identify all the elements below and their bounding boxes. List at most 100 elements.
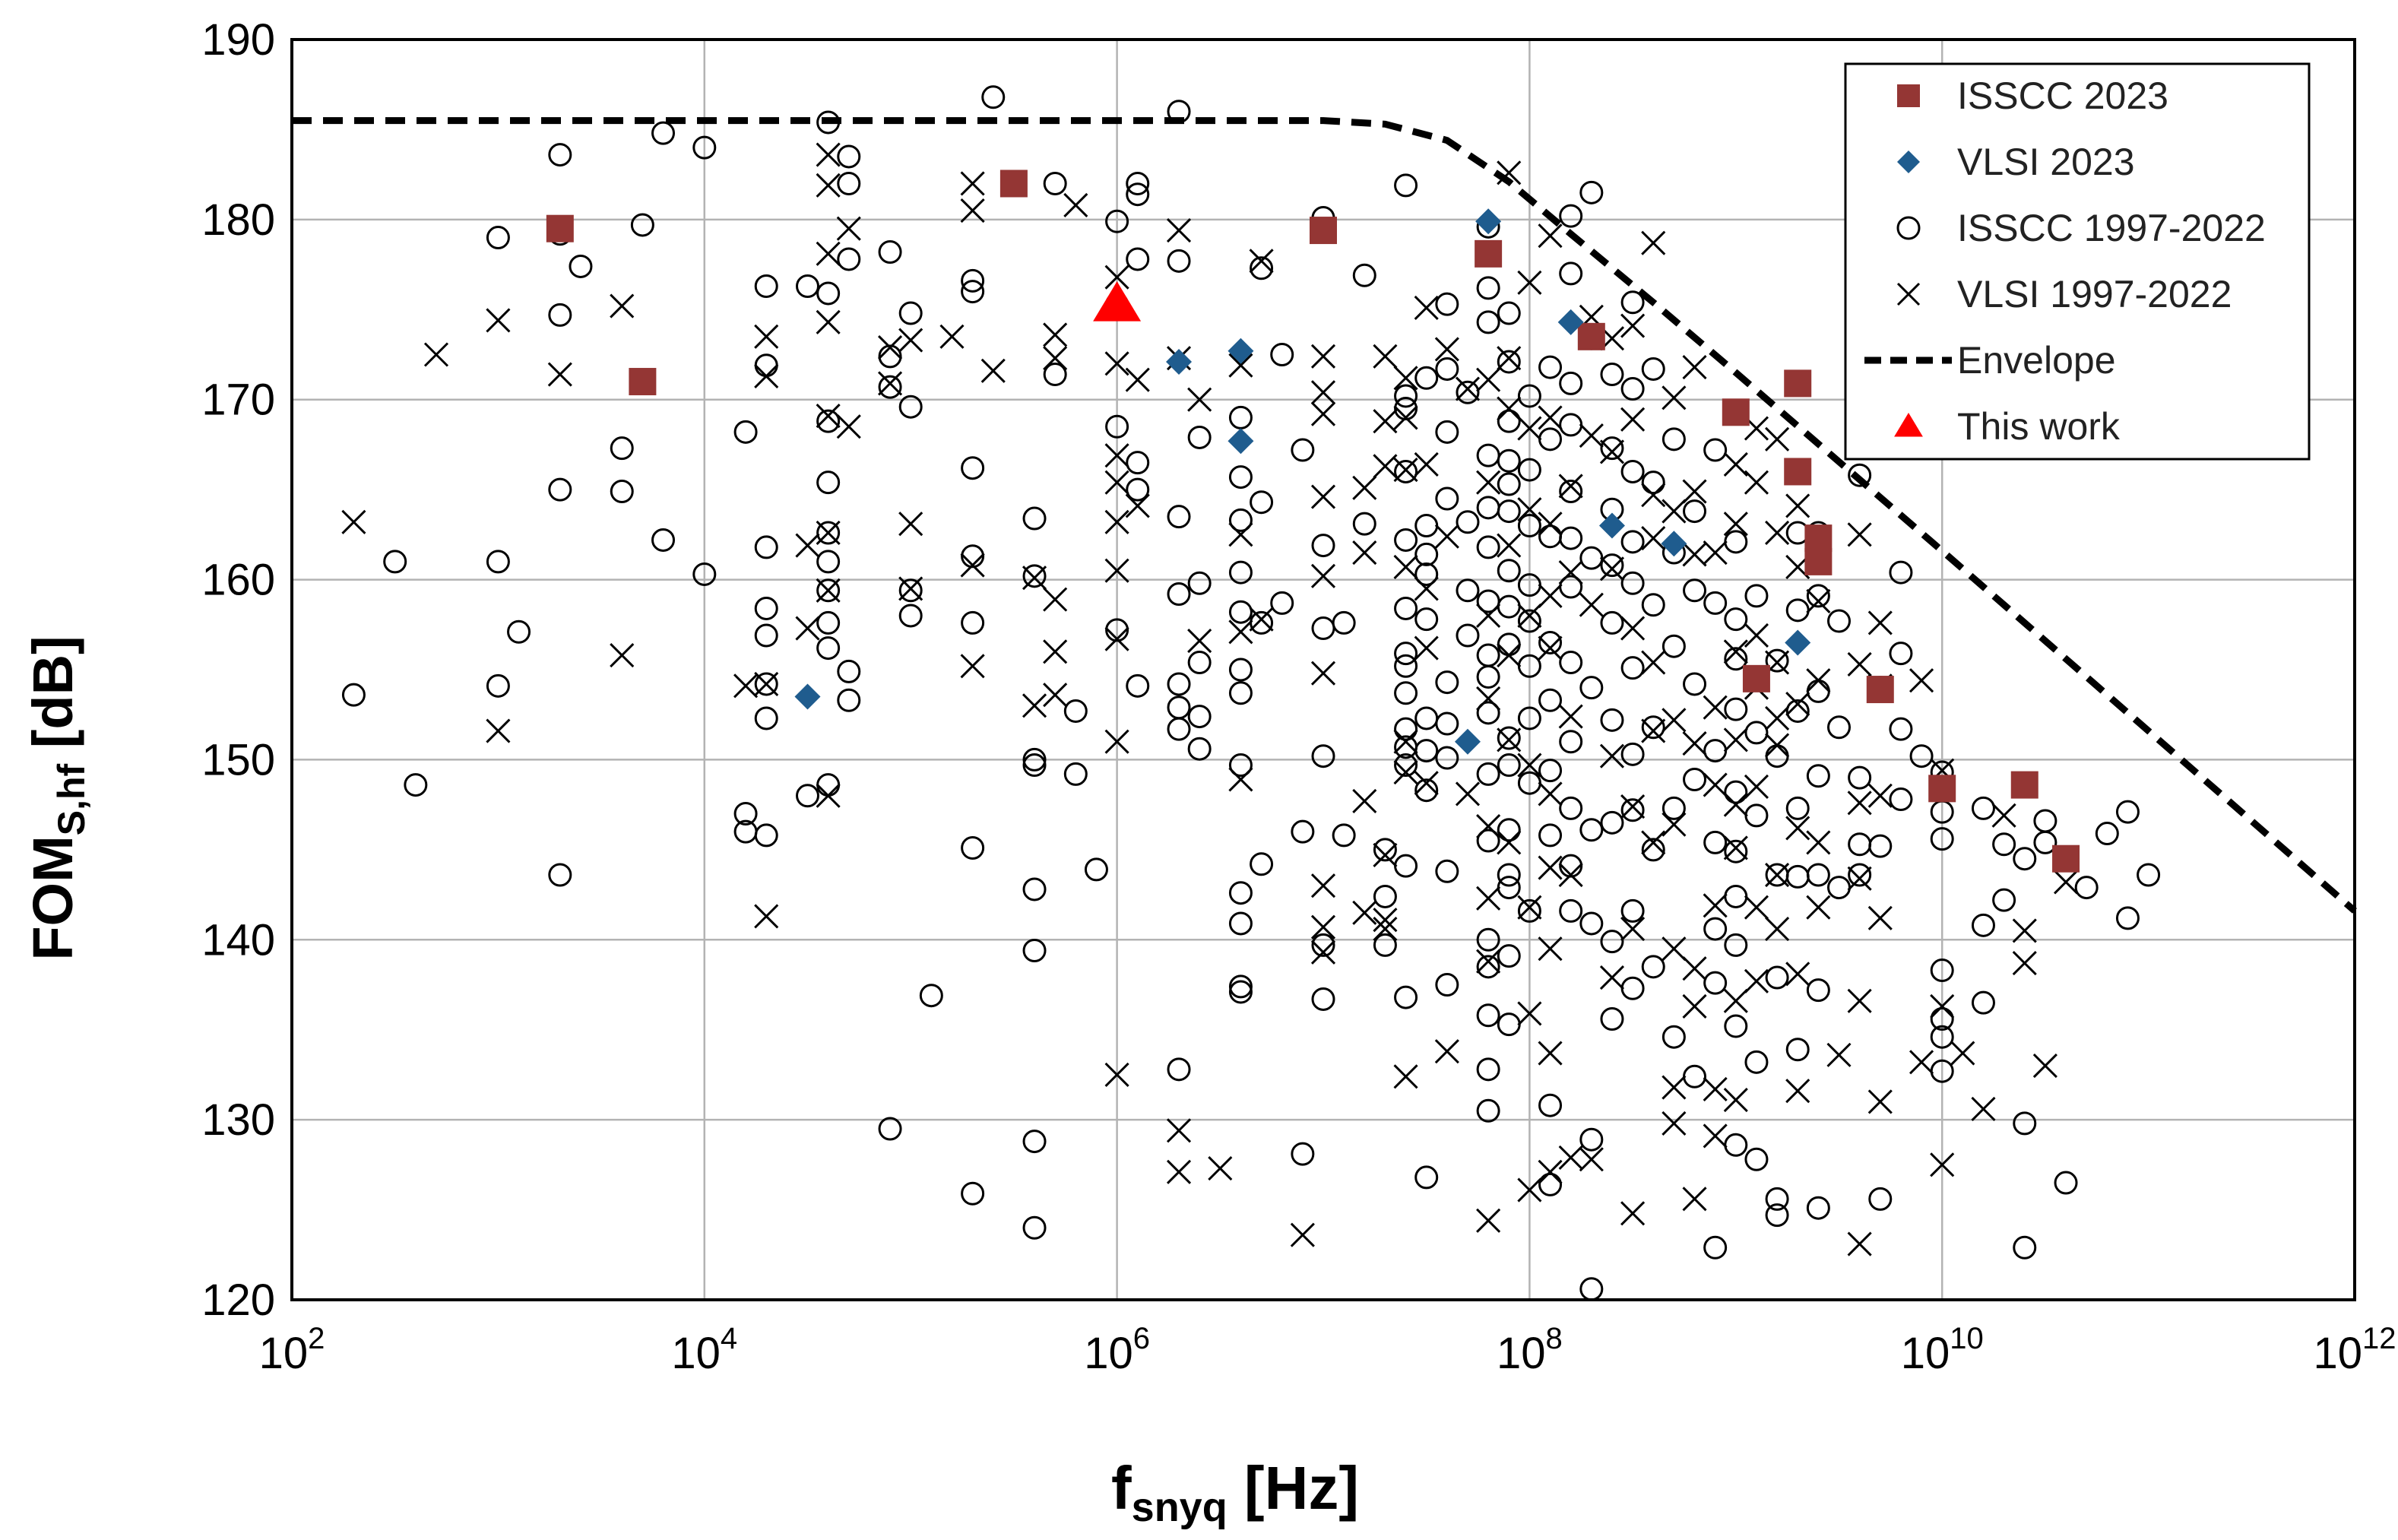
data-point — [1228, 353, 1253, 378]
x-tick-exponent: 8 — [1546, 1322, 1563, 1355]
data-point — [2012, 951, 2037, 976]
data-point — [1641, 650, 1666, 675]
data-point — [1394, 654, 1418, 678]
legend-label: This work — [1957, 405, 2121, 448]
data-point — [1373, 344, 1398, 369]
data-point — [1538, 1041, 1563, 1066]
data-point — [1022, 877, 1047, 902]
data-point — [1620, 656, 1645, 680]
data-point — [1971, 1096, 1996, 1121]
data-point — [692, 562, 717, 586]
data-point — [1620, 313, 1646, 338]
data-point — [1043, 683, 1068, 708]
data-point — [1724, 697, 1748, 721]
data-point — [1126, 451, 1150, 475]
data-point — [1084, 857, 1108, 882]
data-point — [1538, 1159, 1563, 1184]
y-tick-label: 150 — [201, 735, 275, 784]
data-point — [1724, 839, 1748, 863]
data-point — [1394, 384, 1418, 408]
data-point — [1827, 609, 1851, 633]
data-point — [1290, 1222, 1315, 1247]
data-point — [1641, 718, 1666, 743]
data-point — [1393, 405, 1418, 430]
data-point — [1228, 911, 1253, 936]
data-point — [1310, 914, 1336, 940]
y-tick-label: 170 — [201, 375, 275, 425]
data-point — [1373, 842, 1398, 868]
data-point — [1641, 593, 1665, 617]
data-point — [1228, 753, 1253, 778]
data-point — [816, 783, 841, 808]
data-point — [1497, 944, 1521, 968]
data-point — [1414, 607, 1439, 632]
data-point — [878, 1117, 902, 1141]
data-point — [1456, 623, 1480, 648]
data-point — [1661, 427, 1686, 452]
data-point — [1166, 348, 1193, 375]
data-point — [1538, 405, 1563, 430]
data-point — [816, 520, 841, 546]
legend-swatch — [1896, 216, 1921, 240]
data-point — [1497, 727, 1522, 753]
data-point — [1435, 670, 1459, 695]
data-point — [1742, 664, 1770, 692]
data-point — [1559, 651, 1583, 675]
data-point — [1228, 974, 1253, 999]
data-point — [1765, 1203, 1789, 1228]
axis-ticks: 102 104 106 108 1010 101212013014015016017018… — [201, 15, 2396, 1378]
data-point — [1765, 648, 1789, 673]
y-axis-title-sub: S,hf — [50, 763, 93, 835]
data-point — [1043, 346, 1068, 371]
data-point — [1105, 618, 1129, 642]
data-point — [1435, 292, 1459, 316]
data-point — [1579, 818, 1604, 842]
data-point — [1435, 486, 1459, 511]
data-point — [1373, 908, 1398, 933]
data-point — [1311, 987, 1335, 1011]
legend-item: Envelope — [1864, 339, 2116, 382]
data-point — [1352, 475, 1377, 500]
data-point — [1125, 367, 1150, 392]
data-point — [1476, 829, 1500, 853]
data-point — [1022, 566, 1047, 591]
data-point — [1476, 949, 1501, 974]
data-point — [1559, 730, 1583, 754]
legend-label: VLSI 2023 — [1957, 141, 2135, 183]
data-point — [816, 142, 841, 167]
data-point — [1414, 366, 1439, 390]
data-point — [1538, 823, 1563, 848]
data-point — [1228, 681, 1253, 705]
data-point — [1310, 940, 1336, 965]
data-point — [1620, 530, 1645, 554]
data-point — [1538, 1093, 1563, 1117]
data-point — [1724, 607, 1748, 632]
data-point — [1476, 367, 1501, 392]
data-point — [2095, 822, 2119, 846]
legend-swatch — [1897, 84, 1920, 107]
data-point — [1022, 1130, 1047, 1154]
data-point — [836, 216, 861, 241]
data-point — [1022, 753, 1047, 778]
data-point — [1126, 477, 1150, 502]
data-point — [1187, 425, 1212, 449]
data-point — [486, 226, 510, 250]
plot-frame — [290, 38, 2356, 1301]
data-point — [1311, 534, 1335, 558]
data-point — [1538, 512, 1563, 537]
data-point — [754, 823, 778, 848]
data-point — [1599, 439, 1625, 464]
data-point — [1641, 483, 1666, 508]
data-point — [1909, 1050, 1934, 1075]
data-point — [1785, 1038, 1810, 1062]
data-point — [1125, 493, 1150, 518]
data-point — [1393, 759, 1418, 785]
data-point — [1393, 554, 1418, 580]
data-point — [2137, 863, 2161, 887]
data-point — [1847, 651, 1872, 677]
x-axis-title-unit: [Hz] — [1228, 1454, 1359, 1522]
x-tick-base: 10 — [1901, 1329, 1950, 1378]
data-point — [1476, 686, 1501, 711]
data-point — [816, 281, 841, 306]
legend: ISSCC 2023 VLSI 2023 ISSCC 1997-2022 VLSI 1… — [1844, 62, 2311, 461]
